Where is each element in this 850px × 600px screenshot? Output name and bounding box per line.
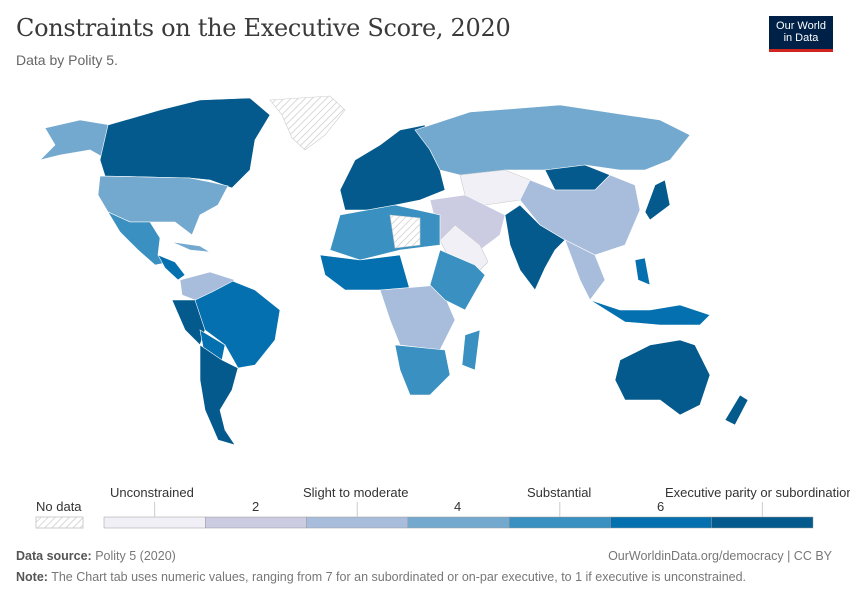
legend-label-substantial: Substantial <box>527 485 592 500</box>
legend-tick-4: 4 <box>454 499 462 514</box>
legend-bin-1[interactable] <box>103 516 206 529</box>
region-southern-africa[interactable] <box>394 344 451 396</box>
region-west-africa[interactable] <box>319 254 411 291</box>
region-libya[interactable] <box>389 214 421 249</box>
legend-bin-3[interactable] <box>306 516 409 529</box>
chart-subtitle: Data by Polity 5. <box>16 52 118 68</box>
source-label: Data source: <box>16 549 92 563</box>
region-philippines[interactable] <box>634 257 651 286</box>
region-india[interactable] <box>504 204 566 291</box>
legend: Unconstrained Slight to moderate Substan… <box>0 480 850 540</box>
legend-no-data-label: No data <box>36 499 82 514</box>
legend-bin-6[interactable] <box>610 516 712 529</box>
legend-bin-5[interactable] <box>508 516 611 529</box>
legend-label-unconstrained: Unconstrained <box>110 485 194 500</box>
region-japan[interactable] <box>644 179 671 221</box>
source-url[interactable]: OurWorldinData.org/democracy | CC BY <box>608 549 832 563</box>
legend-tick-2: 2 <box>252 499 260 514</box>
region-indonesia[interactable] <box>589 299 711 326</box>
region-central-america[interactable] <box>157 254 186 281</box>
region-northern-south-america[interactable] <box>179 271 236 301</box>
note-text: The Chart tab uses numeric values, rangi… <box>51 570 747 584</box>
region-southeast-asia[interactable] <box>564 239 606 301</box>
region-caribbean[interactable] <box>171 241 211 253</box>
source-text[interactable]: Polity 5 (2020) <box>95 549 176 563</box>
region-greenland[interactable] <box>269 95 346 151</box>
legend-tick-6: 6 <box>657 499 665 514</box>
legend-label-slight: Slight to moderate <box>303 485 409 500</box>
region-canada[interactable] <box>99 97 271 189</box>
region-russia[interactable] <box>414 104 691 176</box>
region-alaska[interactable] <box>39 119 111 161</box>
owid-logo[interactable]: Our World in Data <box>769 16 833 52</box>
legend-bar <box>35 502 814 529</box>
region-australia[interactable] <box>614 339 711 416</box>
note: Note: The Chart tab uses numeric values,… <box>16 570 746 584</box>
region-east-africa[interactable] <box>429 249 486 311</box>
legend-bin-4[interactable] <box>407 516 510 529</box>
region-new-zealand[interactable] <box>724 394 749 426</box>
note-label: Note: <box>16 570 48 584</box>
region-north-africa[interactable] <box>329 204 441 261</box>
legend-no-data-swatch[interactable] <box>35 516 84 529</box>
world-map[interactable] <box>0 80 850 480</box>
data-source: Data source: Polity 5 (2020) <box>16 549 176 563</box>
region-madagascar[interactable] <box>461 329 481 371</box>
legend-bin-2[interactable] <box>205 516 307 529</box>
logo-text-1: Our World <box>776 20 826 32</box>
logo-text-2: in Data <box>783 32 819 44</box>
chart-title: Constraints on the Executive Score, 2020 <box>16 14 511 42</box>
region-chile-argentina[interactable] <box>199 344 239 446</box>
legend-bin-7[interactable] <box>711 516 814 529</box>
legend-label-parity: Executive parity or subordination <box>665 485 850 500</box>
